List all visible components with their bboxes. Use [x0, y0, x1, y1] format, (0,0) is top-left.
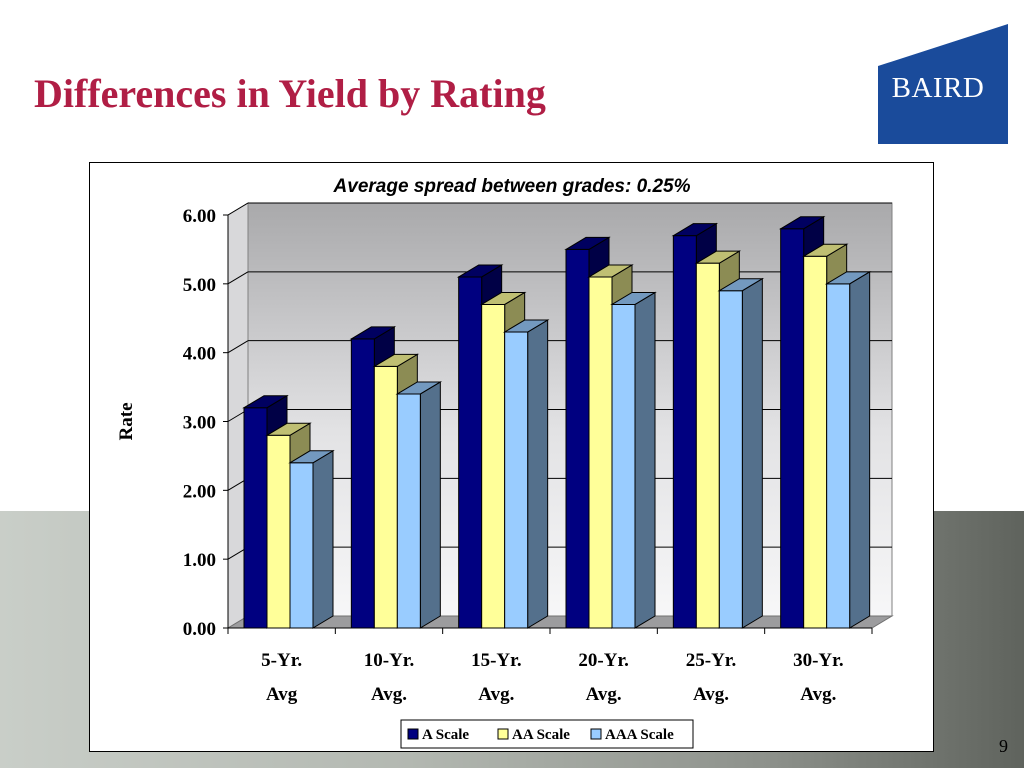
page-number: 9	[999, 736, 1008, 756]
logo-text: BAIRD	[892, 72, 985, 104]
bar-top	[502, 319, 550, 333]
legend-label: AA Scale	[512, 727, 570, 743]
bar-front	[588, 276, 613, 629]
bar-front	[611, 303, 636, 629]
bar	[502, 319, 550, 629]
bar	[395, 381, 443, 629]
y-tick-label: 2.00	[183, 481, 216, 502]
legend-label: AAA Scale	[605, 727, 674, 743]
bar-side	[741, 277, 763, 629]
x-tick-label: Avg	[266, 684, 298, 705]
bar-top	[372, 353, 420, 367]
x-tick-label: 30-Yr.	[793, 650, 844, 671]
x-tick-label: Avg.	[586, 684, 622, 705]
bar-front	[780, 228, 805, 629]
gridline-side	[227, 340, 249, 354]
bar-top	[824, 271, 872, 285]
bar-front	[266, 434, 291, 629]
bar	[288, 449, 335, 629]
bar	[610, 291, 657, 629]
bar-front	[504, 331, 529, 629]
bar-front	[373, 365, 398, 629]
legend-swatch	[407, 728, 419, 740]
bar-front	[396, 393, 421, 629]
bar	[717, 277, 765, 629]
bar-top	[479, 291, 527, 305]
bar-front	[695, 262, 720, 629]
bar-top	[801, 243, 849, 257]
bar-top	[778, 216, 826, 230]
y-axis-label: Rate	[116, 403, 137, 441]
bar	[824, 270, 872, 629]
chart-title: Average spread between grades: 0.25%	[333, 176, 691, 197]
x-tick-label: Avg.	[693, 684, 729, 705]
bar-front	[826, 283, 851, 629]
bar-top	[395, 381, 443, 395]
y-tick-label: 5.00	[183, 275, 216, 296]
bar-top	[564, 236, 611, 250]
bar-top	[717, 278, 765, 292]
y-tick-label: 6.00	[183, 206, 216, 227]
bar-top	[265, 422, 312, 436]
legend: A Scale AA Scale AAA Scale	[400, 719, 694, 749]
bar-front	[672, 235, 697, 629]
x-tick-label: Avg.	[478, 684, 514, 705]
legend-swatch	[497, 728, 509, 740]
x-tick-label: Avg.	[800, 684, 836, 705]
bar-top	[610, 291, 657, 305]
x-tick-label: 15-Yr.	[471, 650, 522, 671]
baird-logo: BAIRD	[878, 24, 1008, 144]
bar-front	[481, 303, 506, 629]
bar-side	[527, 319, 549, 629]
slide-title: Differences in Yield by Rating	[34, 71, 546, 116]
bar-top	[242, 395, 289, 409]
y-tick-label: 1.00	[183, 550, 216, 571]
bar-top	[671, 223, 719, 237]
x-tick-label: 20-Yr.	[578, 650, 629, 671]
bar-top	[694, 250, 742, 264]
bar-front	[350, 338, 375, 629]
bar-front	[458, 276, 483, 629]
legend-box	[400, 719, 694, 749]
y-tick-label: 4.00	[183, 344, 216, 365]
x-tick-label: 25-Yr.	[686, 650, 737, 671]
bar-top	[349, 326, 397, 340]
bar-front	[565, 248, 590, 629]
x-tick-label: 10-Yr.	[364, 650, 415, 671]
bar-side	[634, 291, 656, 629]
bar-side	[849, 270, 871, 629]
bar-front	[718, 290, 743, 629]
legend-swatch	[590, 728, 602, 740]
bar-side	[312, 449, 334, 629]
bar-chart: Average spread between grades: 0.25% 0.00…	[116, 176, 894, 749]
gridline-side	[227, 271, 249, 285]
bar-front	[803, 255, 828, 629]
legend-label: A Scale	[422, 727, 469, 743]
bar-top	[288, 450, 335, 464]
bar-front	[289, 462, 314, 629]
bar-side	[419, 381, 441, 629]
bar-front	[243, 407, 268, 629]
x-tick-label: Avg.	[371, 684, 407, 705]
x-tick-label: 5-Yr.	[261, 650, 302, 671]
bar-top	[456, 264, 504, 278]
y-tick-label: 3.00	[183, 413, 216, 434]
bar-top	[587, 264, 634, 278]
gridline-side	[227, 202, 249, 216]
y-tick-label: 0.00	[183, 619, 216, 640]
chart-container: Average spread between grades: 0.25% 0.00…	[89, 162, 934, 752]
